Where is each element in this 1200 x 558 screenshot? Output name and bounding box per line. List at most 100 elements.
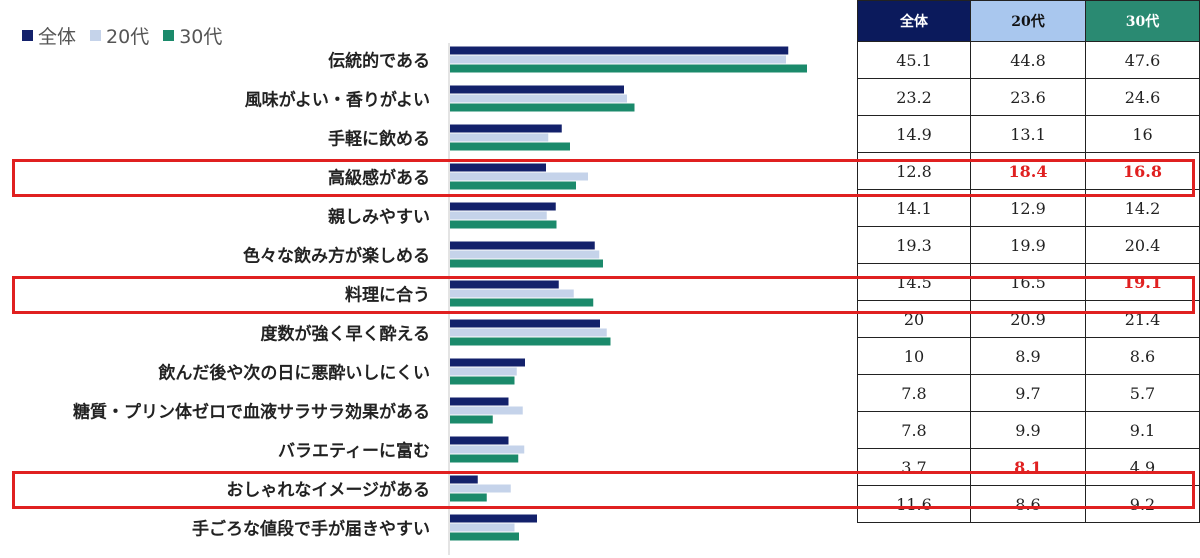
bar-all: [450, 202, 556, 211]
bar-all: [450, 241, 595, 250]
table-cell: 23.6: [970, 78, 1086, 116]
bar-20s: [450, 328, 607, 337]
bar-all: [450, 85, 624, 94]
bar-chart: 伝統的である風味がよい・香りがよい手軽に飲める高級感がある親しみやすい色々な飲み…: [73, 43, 807, 555]
category-label: 料理に合う: [345, 285, 430, 306]
table-header-all: 全体: [857, 0, 971, 42]
legend-item-20s: 20代: [90, 22, 149, 49]
bar-20s: [450, 94, 627, 103]
category-label: 伝統的である: [328, 51, 430, 72]
bar-all: [450, 319, 600, 328]
table-cell: 14.2: [1085, 189, 1200, 227]
table-cell: 20.4: [1085, 226, 1200, 264]
legend: 全体 20代 30代: [22, 22, 222, 49]
table-cell: 9.9: [970, 411, 1086, 449]
bar-30s: [450, 337, 611, 346]
legend-swatch-20s: [90, 30, 102, 41]
table-header-30s: 30代: [1085, 0, 1200, 42]
category-label: 飲んだ後や次の日に悪酔いしにくい: [157, 363, 430, 384]
category-label: 高級感がある: [328, 168, 430, 189]
table-cell: 19.1: [1085, 263, 1200, 301]
bar-20s: [450, 367, 517, 376]
bar-30s: [450, 259, 603, 268]
table-cell: 21.4: [1085, 300, 1200, 338]
bar-all: [450, 358, 525, 367]
bar-30s: [450, 181, 576, 190]
category-label: 度数が強く早く酔える: [261, 324, 431, 345]
category-label: 手軽に飲める: [328, 129, 430, 150]
table-header-20s: 20代: [970, 0, 1086, 42]
bar-30s: [450, 142, 570, 151]
bar-20s: [450, 133, 549, 142]
table-header-row: 全体 20代 30代: [857, 0, 1200, 42]
table-row: 14.5 16.5 19.1: [857, 263, 1200, 301]
table-row: 19.3 19.9 20.4: [857, 226, 1200, 264]
legend-item-all: 全体: [22, 22, 76, 49]
table-cell: 9.2: [1085, 485, 1200, 523]
table-cell: 3.7: [857, 448, 971, 486]
bar-20s: [450, 172, 588, 181]
table-cell: 12.9: [970, 189, 1086, 227]
bar-20s: [450, 211, 547, 220]
table-row: 3.7 8.1 4.9: [857, 448, 1200, 486]
table-cell: 14.9: [857, 115, 971, 153]
table-cell: 19.3: [857, 226, 971, 264]
table-cell: 11.6: [857, 485, 971, 523]
bar-all: [450, 436, 509, 445]
bar-20s: [450, 484, 511, 493]
category-label: おしゃれなイメージがある: [226, 480, 430, 501]
bar-all: [450, 397, 509, 406]
bar-20s: [450, 445, 525, 454]
table-row: 10 8.9 8.6: [857, 337, 1200, 375]
bar-all: [450, 46, 789, 55]
table-row: 20 20.9 21.4: [857, 300, 1200, 338]
table-cell: 7.8: [857, 374, 971, 412]
table-cell: 8.6: [970, 485, 1086, 523]
bar-30s: [450, 103, 635, 112]
category-label: 親しみやすい: [328, 207, 430, 228]
bar-30s: [450, 298, 594, 307]
table-cell: 24.6: [1085, 78, 1200, 116]
category-label: 手ごろな値段で手が届きやすい: [192, 519, 430, 540]
bar-30s: [450, 415, 493, 424]
table-row: 14.1 12.9 14.2: [857, 189, 1200, 227]
table-cell: 8.1: [970, 448, 1086, 486]
legend-swatch-30s: [163, 30, 175, 41]
table-cell: 12.8: [857, 152, 971, 190]
bar-30s: [450, 454, 519, 463]
table-row: 23.2 23.6 24.6: [857, 78, 1200, 116]
bar-20s: [450, 250, 600, 259]
bar-30s: [450, 493, 487, 502]
table-cell: 45.1: [857, 41, 971, 79]
bar-30s: [450, 220, 557, 229]
table-cell: 47.6: [1085, 41, 1200, 79]
table-row: 7.8 9.7 5.7: [857, 374, 1200, 412]
table-cell: 19.9: [970, 226, 1086, 264]
table-cell: 23.2: [857, 78, 971, 116]
table-cell: 4.9: [1085, 448, 1200, 486]
bar-all: [450, 475, 478, 484]
bar-all: [450, 163, 546, 172]
table-cell: 8.6: [1085, 337, 1200, 375]
table-row: 7.8 9.9 9.1: [857, 411, 1200, 449]
bar-all: [450, 280, 559, 289]
bar-20s: [450, 55, 786, 64]
bar-20s: [450, 289, 574, 298]
legend-swatch-all: [22, 30, 33, 41]
table-cell: 8.9: [970, 337, 1086, 375]
table-cell: 16.8: [1085, 152, 1200, 190]
table-cell: 20: [857, 300, 971, 338]
table-cell: 14.1: [857, 189, 971, 227]
bar-all: [450, 514, 537, 523]
category-label: 風味がよい・香りがよい: [245, 90, 430, 111]
table-cell: 16.5: [970, 263, 1086, 301]
table-cell: 44.8: [970, 41, 1086, 79]
bar-30s: [450, 532, 519, 541]
table-cell: 10: [857, 337, 971, 375]
table-cell: 7.8: [857, 411, 971, 449]
table-row: 45.1 44.8 47.6: [857, 41, 1200, 79]
legend-label-all: 全体: [38, 26, 77, 48]
legend-label-30s: 30代: [179, 26, 223, 48]
table-cell: 5.7: [1085, 374, 1200, 412]
table-row: 11.6 8.6 9.2: [857, 485, 1200, 523]
